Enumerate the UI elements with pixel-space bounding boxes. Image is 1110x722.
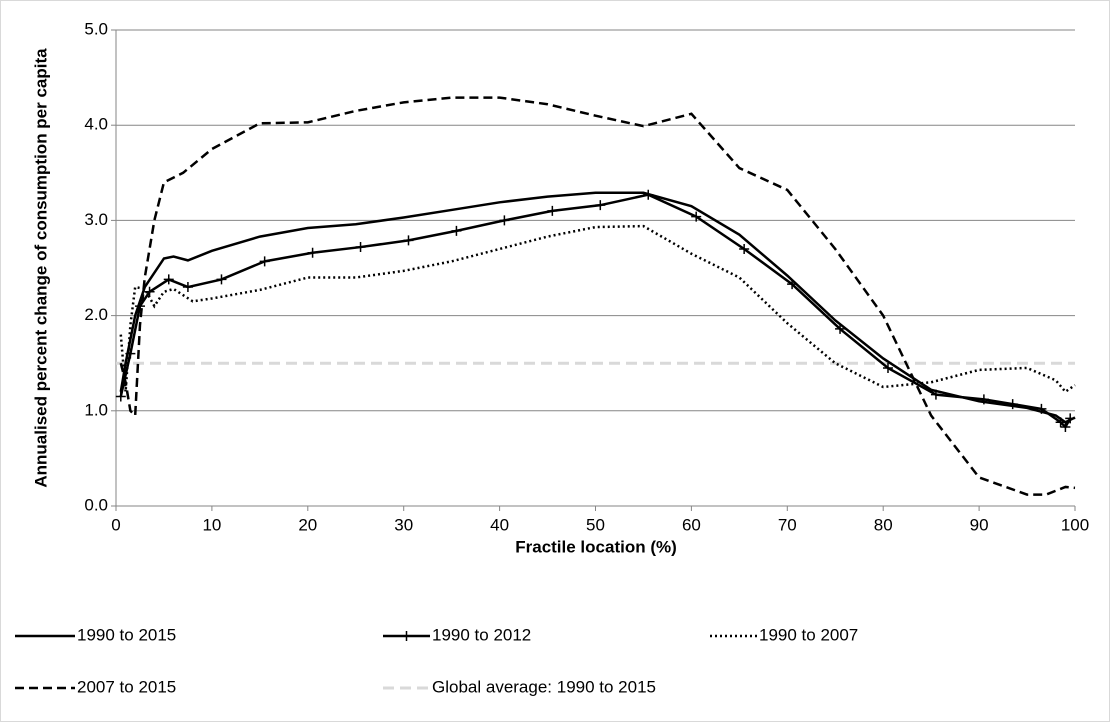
x-tick-label: 10 — [202, 515, 221, 534]
legend-label: 1990 to 2012 — [432, 625, 531, 644]
x-tick-label: 40 — [490, 515, 509, 534]
x-tick-label: 100 — [1061, 515, 1089, 534]
point-marker — [182, 282, 193, 293]
point-marker — [115, 391, 126, 402]
x-tick-label: 30 — [394, 515, 413, 534]
point-marker — [355, 242, 366, 253]
x-tick-label: 90 — [970, 515, 989, 534]
legend-marker — [401, 631, 412, 641]
point-marker — [163, 274, 174, 285]
y-tick-label: 5.0 — [84, 19, 108, 38]
point-marker — [216, 274, 227, 285]
legend-label: 1990 to 2007 — [759, 625, 858, 644]
point-marker — [595, 200, 606, 211]
y-tick-label: 3.0 — [84, 210, 108, 229]
y-tick-label: 0.0 — [84, 495, 108, 514]
series-line — [119, 96, 1076, 496]
point-marker — [547, 205, 558, 216]
point-marker — [403, 235, 414, 246]
series-line — [119, 191, 1076, 424]
x-tick-label: 0 — [111, 515, 120, 534]
point-marker — [739, 243, 750, 254]
point-marker — [1007, 399, 1018, 410]
point-marker — [691, 211, 702, 222]
x-axis-title: Fractile location (%) — [515, 537, 677, 556]
y-axis-title: Annualised percent change of consumption… — [31, 48, 50, 488]
point-marker — [307, 247, 318, 258]
legend-label: 1990 to 2015 — [77, 625, 176, 644]
x-tick-label: 20 — [298, 515, 317, 534]
y-tick-label: 2.0 — [84, 305, 108, 324]
legend-label: 2007 to 2015 — [77, 677, 176, 696]
point-marker — [259, 256, 270, 267]
point-marker — [144, 286, 155, 297]
y-tick-label: 1.0 — [84, 400, 108, 419]
x-tick-label: 50 — [586, 515, 605, 534]
point-marker — [451, 225, 462, 236]
x-tick-label: 70 — [778, 515, 797, 534]
x-tick-label: 80 — [874, 515, 893, 534]
series-line — [119, 193, 1072, 430]
point-marker — [1060, 421, 1071, 432]
y-tick-label: 4.0 — [84, 115, 108, 134]
point-marker — [499, 215, 510, 226]
x-tick-label: 60 — [682, 515, 701, 534]
legend-label: Global average: 1990 to 2015 — [432, 677, 656, 696]
point-marker — [882, 362, 893, 373]
